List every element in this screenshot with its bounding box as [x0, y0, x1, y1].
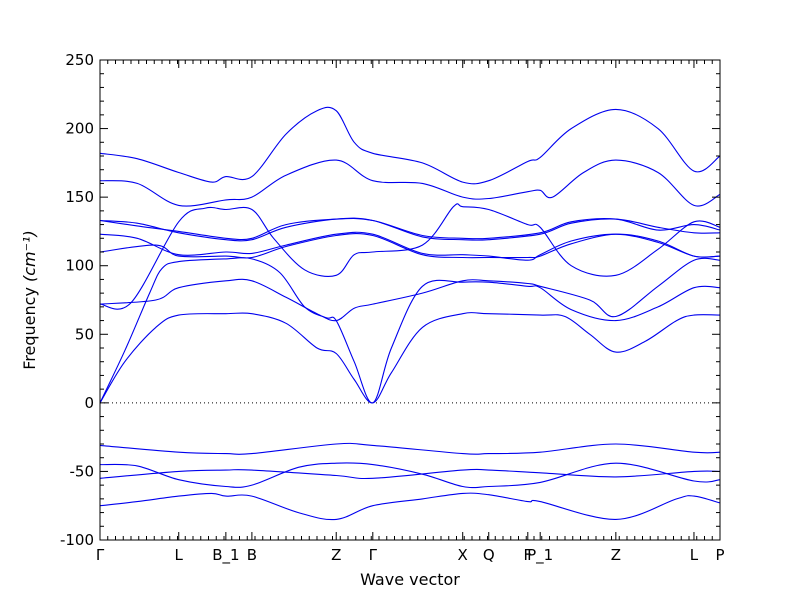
- x-ticks: Γ L B_1 B Z Γ X Q FP_1 Z L P: [96, 60, 725, 565]
- x-tick-label: B: [247, 546, 257, 564]
- x-tick-label: P: [715, 546, 724, 564]
- plot-frame: [99, 59, 721, 541]
- band-line-7: [99, 257, 721, 322]
- y-axis-label-unit: (cm⁻¹): [20, 230, 39, 282]
- x-tick-label: Z: [611, 546, 621, 564]
- y-axis-label-text: Frequency: [20, 287, 39, 370]
- band-line-14: [99, 106, 721, 185]
- band-line-5: [99, 312, 721, 404]
- y-tick-label: -50: [70, 462, 95, 480]
- band-line-9: [99, 231, 721, 261]
- y-tick-label: 250: [65, 51, 94, 69]
- x-axis-label: Wave vector: [360, 570, 460, 589]
- x-tick-label: L: [175, 546, 184, 564]
- y-ticks: -100 -50 0 50 100 150 200 250: [60, 51, 720, 549]
- x-tick-label: Γ: [96, 546, 105, 564]
- x-tick-label: L: [690, 546, 699, 564]
- band-line-2: [99, 468, 721, 480]
- x-tick-label: Q: [483, 546, 495, 564]
- band-line-3: [99, 462, 721, 489]
- band-line-12: [99, 203, 721, 310]
- band-line-13: [99, 159, 721, 207]
- x-tick-label: B_1: [212, 546, 239, 565]
- y-tick-label: -100: [60, 531, 94, 549]
- band-line-6: [99, 257, 721, 404]
- x-tick-label: Γ: [369, 546, 378, 564]
- band-line-11: [99, 217, 721, 241]
- band-line-1: [99, 492, 721, 521]
- y-tick-label: 0: [84, 394, 94, 412]
- band-line-4: [99, 442, 721, 455]
- y-tick-label: 100: [65, 257, 94, 275]
- x-tick-label: Z: [331, 546, 341, 564]
- x-tick-label: P_1: [527, 546, 553, 565]
- band-line-10: [99, 217, 721, 242]
- y-tick-label: 150: [65, 188, 94, 206]
- x-tick-label: X: [458, 546, 468, 564]
- y-axis-label: Frequency (cm⁻¹): [20, 230, 39, 369]
- band-line-8: [99, 233, 721, 259]
- y-tick-label: 50: [75, 325, 94, 343]
- y-tick-label: 200: [65, 120, 94, 138]
- x-tick-label: F: [523, 546, 532, 564]
- series-lines: [99, 106, 721, 521]
